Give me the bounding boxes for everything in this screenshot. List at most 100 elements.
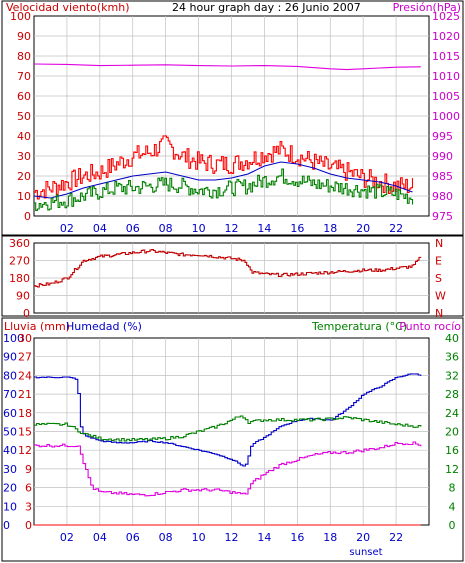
wind-speed-tick-label: 10 xyxy=(17,190,31,203)
direction-degree-ticks: 0 90 180 270 360 xyxy=(9,237,30,320)
rain-tick-label: 27 xyxy=(18,351,32,364)
temperature-tick-label: 24 xyxy=(445,407,459,420)
pressure-tick-label: 985 xyxy=(432,170,453,183)
hour-tick-label: 14 xyxy=(257,531,271,544)
wind_direction-line xyxy=(34,249,422,288)
hour-tick-label: 12 xyxy=(225,531,239,544)
temperature-line xyxy=(34,415,422,442)
pressure-tick-label: 1005 xyxy=(432,90,460,103)
temperature-tick-label: 28 xyxy=(445,388,459,401)
humidity-tick-label: 100 xyxy=(3,332,24,345)
wind-hour-ticks: 02 04 06 08 10 12 14 16 18 20 22 xyxy=(60,222,403,235)
pressure-tick-label: 1025 xyxy=(432,10,460,23)
wind-speed-tick-label: 80 xyxy=(17,50,31,63)
direction-series xyxy=(34,249,422,288)
humidity-series xyxy=(34,373,422,526)
rain-tick-label: 0 xyxy=(25,519,32,532)
humidity-tick-label: 0 xyxy=(3,519,10,532)
pressure-tick-label: 975 xyxy=(432,210,453,223)
rain-tick-label: 15 xyxy=(18,426,32,439)
wind-speed-tick-label: 40 xyxy=(17,130,31,143)
humidity-tick-label: 60 xyxy=(3,407,17,420)
hour-tick-label: 04 xyxy=(93,531,107,544)
hour-tick-label: 02 xyxy=(60,222,74,235)
temperature-tick-label: 20 xyxy=(445,426,459,439)
hour-tick-label: 22 xyxy=(389,222,403,235)
hour-tick-label: 10 xyxy=(192,531,206,544)
rain-tick-label: 24 xyxy=(18,369,32,382)
hour-tick-label: 08 xyxy=(159,531,173,544)
direction-panel-frame xyxy=(1,235,464,317)
pressure-line xyxy=(33,63,421,71)
wind-speed-axis-label: Velocidad viento(kmh) xyxy=(6,1,130,14)
wind-speed-tick-label: 20 xyxy=(17,170,31,183)
temperature-tick-label: 16 xyxy=(445,444,459,457)
temperature-tick-label: 40 xyxy=(445,332,459,345)
humidity-grid xyxy=(34,338,429,525)
wind-speed-tick-label: 100 xyxy=(10,10,31,23)
humidity-tick-label: 30 xyxy=(3,463,17,476)
rain-tick-label: 21 xyxy=(18,388,32,401)
wind-speed-tick-label: 30 xyxy=(17,150,31,163)
hour-tick-label: 20 xyxy=(356,531,370,544)
direction-degree-label: 90 xyxy=(16,290,30,303)
pressure-tick-label: 1000 xyxy=(432,110,460,123)
rain-tick-label: 3 xyxy=(25,500,32,513)
average-line xyxy=(33,161,413,199)
direction-degree-label: 360 xyxy=(9,237,30,250)
hour-tick-label: 16 xyxy=(290,222,304,235)
hour-tick-label: 06 xyxy=(126,531,140,544)
humidity-axis-label: Humedad (%) xyxy=(66,320,142,333)
pressure-tick-label: 1010 xyxy=(432,70,460,83)
direction-grid xyxy=(34,243,429,313)
chart-title: 24 hour graph day : 26 Junio 2007 xyxy=(172,1,361,14)
hour-tick-label: 20 xyxy=(356,222,370,235)
wind-series xyxy=(33,63,421,211)
direction-compass-label: E xyxy=(435,255,442,268)
hour-tick-label: 02 xyxy=(60,531,74,544)
humidity-hour-ticks: 02 04 06 08 10 12 14 16 18 20 22 xyxy=(60,531,403,544)
humidity-rain-ticks: 0 10 20 30 40 50 60 70 80 90 100 0 3 6 9 12 15 18 21 24 27 30 xyxy=(3,332,32,532)
temperature-tick-label: 4 xyxy=(449,500,456,513)
hour-tick-label: 12 xyxy=(225,222,239,235)
direction-compass-label: S xyxy=(435,272,442,285)
humidity-tick-label: 10 xyxy=(3,500,17,513)
humidity-temperature-panel: Lluvia (mm) Humedad (%) Temperatura (°C)… xyxy=(1,317,464,562)
minimum-line xyxy=(34,168,414,211)
humidity-tick-label: 50 xyxy=(3,426,17,439)
wind-pressure-panel: Velocidad viento(kmh) 24 hour graph day … xyxy=(1,0,464,245)
hour-tick-label: 18 xyxy=(323,222,337,235)
pressure-tick-label: 1020 xyxy=(432,30,460,43)
temperature-tick-label: 32 xyxy=(445,369,459,382)
dew-point-axis-label: Punto rocío xyxy=(399,320,461,333)
humidity-tick-label: 20 xyxy=(3,482,17,495)
temperature-tick-label: 12 xyxy=(445,463,459,476)
rain-tick-label: 12 xyxy=(18,444,32,457)
wind-speed-tick-label: 50 xyxy=(17,110,31,123)
direction-compass-label: N xyxy=(435,237,443,250)
temperature-axis-label: Temperatura (°C) xyxy=(311,320,407,333)
temperature-tick-label: 36 xyxy=(445,351,459,364)
gust-line xyxy=(34,135,414,200)
hour-tick-label: 06 xyxy=(126,222,140,235)
pressure-tick-label: 980 xyxy=(432,190,453,203)
rain-tick-label: 9 xyxy=(25,463,32,476)
humidity-tick-label: 70 xyxy=(3,388,17,401)
rain-axis-label: Lluvia (mm) xyxy=(4,320,70,333)
temperature-tick-label: 0 xyxy=(449,519,456,532)
wind-speed-tick-label: 60 xyxy=(17,90,31,103)
humidity-tick-label: 40 xyxy=(3,444,17,457)
humidity-tick-label: 90 xyxy=(3,351,17,364)
pressure-ticks: 975 980 985 990 995 1000 1005 1010 1015 1020 1025 xyxy=(432,10,460,223)
sunset-label-bottom: sunset xyxy=(349,547,382,558)
direction-compass-label: W xyxy=(435,290,446,303)
direction-degree-label: 0 xyxy=(23,307,30,320)
direction-degree-label: 270 xyxy=(9,255,30,268)
direction-degree-label: 180 xyxy=(9,272,30,285)
wind-speed-tick-label: 90 xyxy=(17,30,31,43)
wind-speed-tick-label: 0 xyxy=(24,210,31,223)
hour-tick-label: 10 xyxy=(192,222,206,235)
